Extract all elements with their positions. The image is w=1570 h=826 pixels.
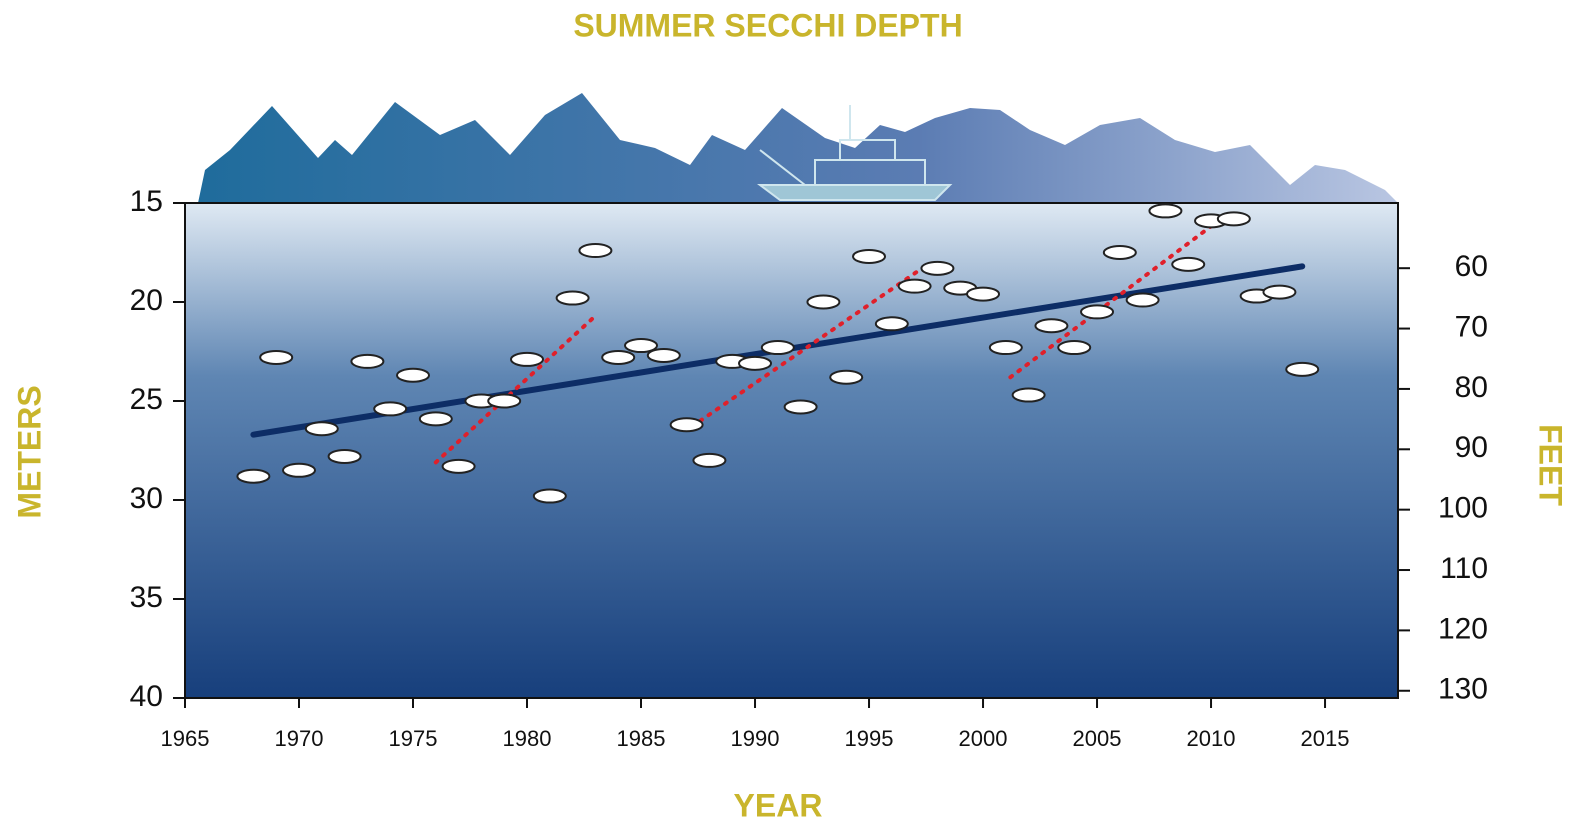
x-tick-label: 1965 (161, 726, 210, 751)
secchi-disk (966, 286, 1001, 302)
y2-tick-label: 100 (1438, 492, 1488, 525)
y2-axis-label: FEET (1533, 424, 1569, 506)
secchi-disk (1125, 292, 1160, 308)
secchi-disk (373, 401, 408, 417)
y-tick-label: 15 (130, 185, 163, 218)
x-tick-label: 1970 (275, 726, 324, 751)
secchi-disk (259, 349, 294, 365)
secchi-disk (829, 369, 864, 385)
x-tick-label: 2005 (1073, 726, 1122, 751)
secchi-disk (1034, 318, 1069, 334)
secchi-disk (601, 349, 636, 365)
x-tick-label: 1985 (617, 726, 666, 751)
secchi-disk (920, 260, 955, 276)
secchi-disk (1102, 245, 1137, 260)
y2-tick-label: 110 (1440, 552, 1488, 585)
x-tick-label: 1980 (503, 726, 552, 751)
secchi-disk (1011, 387, 1046, 403)
secchi-disk (1171, 256, 1206, 272)
secchi-disk (532, 488, 567, 504)
secchi-disk (282, 462, 317, 478)
y2-tick-label: 60 (1455, 250, 1488, 283)
y-tick-label: 35 (130, 581, 163, 614)
secchi-disk (418, 411, 453, 427)
secchi-disk (738, 355, 773, 371)
secchi-disk (1057, 340, 1092, 356)
secchi-disk (487, 393, 522, 409)
secchi-disk (806, 294, 841, 310)
secchi-disk (692, 452, 727, 468)
x-tick-label: 2010 (1187, 726, 1236, 751)
secchi-disk (646, 347, 681, 363)
x-tick-label: 1975 (389, 726, 438, 751)
secchi-disk (783, 399, 818, 415)
y-tick-label: 40 (130, 680, 163, 713)
y2-tick-label: 80 (1455, 371, 1488, 404)
boat (757, 105, 953, 201)
secchi-disk (396, 367, 431, 383)
x-tick-label: 2000 (959, 726, 1008, 751)
y2-tick-label: 130 (1438, 673, 1488, 706)
secchi-disk (1080, 304, 1115, 320)
mountains (198, 93, 1398, 203)
secchi-disk (1285, 361, 1320, 377)
secchi-disk (304, 421, 339, 437)
trend-line (433, 313, 598, 465)
secchi-disk (874, 316, 909, 332)
secchi-disk (578, 243, 613, 259)
secchi-disk (669, 417, 704, 433)
chart-title: SUMMER SECCHI DEPTH (573, 7, 962, 43)
secchi-disk (988, 340, 1023, 356)
secchi-disk (897, 278, 932, 294)
secchi-disk (350, 353, 385, 369)
trend-line (1008, 220, 1218, 380)
secchi-disk (624, 338, 659, 354)
secchi-disk (760, 340, 795, 356)
secchi-disk (1262, 284, 1297, 300)
plot-area (184, 202, 1399, 699)
y-tick-label: 20 (130, 284, 163, 317)
y2-tick-label: 120 (1438, 612, 1488, 645)
trend-line (698, 260, 933, 423)
y2-tick-label: 70 (1455, 310, 1488, 343)
x-tick-label: 2015 (1301, 726, 1350, 751)
x-tick-label: 1995 (845, 726, 894, 751)
secchi-disk (1216, 211, 1251, 227)
secchi-disk (510, 351, 545, 367)
secchi-disk (236, 468, 271, 484)
y2-tick-label: 90 (1455, 431, 1488, 464)
secchi-disk (441, 458, 476, 474)
y-axis-label: METERS (11, 385, 47, 518)
secchi-disk (555, 290, 590, 306)
y-tick-label: 30 (130, 482, 163, 515)
secchi-disk (852, 248, 887, 264)
x-tick-label: 1990 (731, 726, 780, 751)
secchi-disk (327, 448, 362, 464)
y-tick-label: 25 (130, 383, 163, 416)
x-axis-label: YEAR (734, 787, 823, 823)
secchi-disk (1148, 203, 1183, 219)
